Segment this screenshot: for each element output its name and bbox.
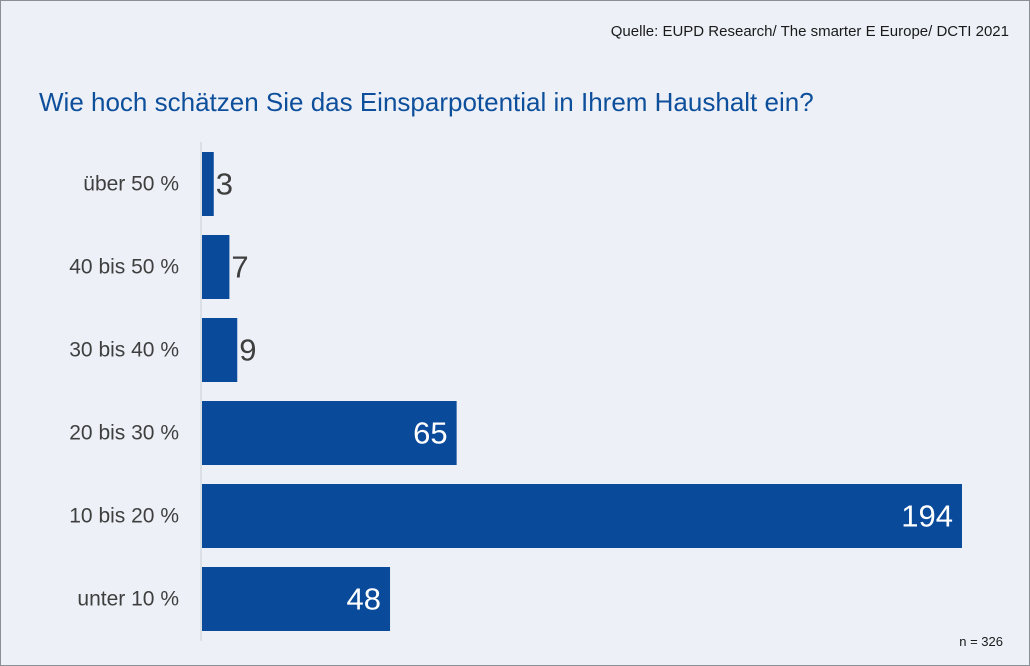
category-label: unter 10 %	[77, 588, 179, 611]
bar	[202, 567, 391, 631]
bar	[202, 318, 238, 382]
bar	[202, 484, 962, 548]
value-label: 48	[347, 582, 381, 617]
category-label: über 50 %	[83, 173, 179, 196]
source-note: Quelle: EUPD Research/ The smarter E Eur…	[610, 23, 1009, 40]
category-label: 30 bis 40 %	[69, 339, 179, 362]
value-label: 3	[216, 167, 233, 202]
chart-title: Wie hoch schätzen Sie das Einsparpotenti…	[39, 87, 814, 117]
bar	[202, 235, 230, 299]
sample-size-note: n = 326	[959, 634, 1003, 649]
category-label: 20 bis 30 %	[69, 422, 179, 445]
value-label: 9	[239, 333, 256, 368]
bar	[202, 401, 457, 465]
bar	[202, 152, 214, 216]
value-label: 194	[901, 499, 953, 534]
category-label: 40 bis 50 %	[69, 256, 179, 279]
value-label: 65	[413, 416, 447, 451]
category-label: 10 bis 20 %	[69, 505, 179, 528]
value-label: 7	[231, 250, 248, 285]
